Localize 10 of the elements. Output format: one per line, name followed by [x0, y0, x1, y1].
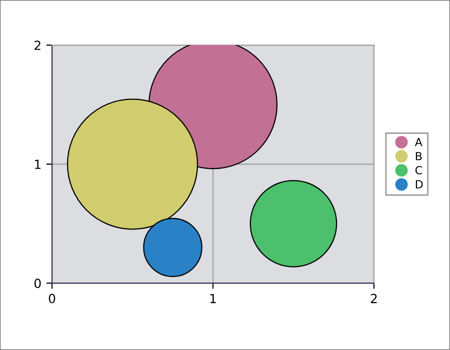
legend-label: A	[414, 138, 422, 146]
legend-label: B	[416, 152, 422, 160]
y-tick-label: 0	[34, 278, 41, 288]
x-tick-label: 0	[48, 294, 56, 304]
y-tick-label: 2	[34, 40, 40, 50]
legend-label: C	[415, 166, 422, 174]
y-tick-label: 1	[35, 160, 40, 169]
legend-label: D	[416, 180, 423, 188]
x-tick-label: 1	[210, 294, 216, 304]
x-tick-label: 2	[370, 294, 377, 304]
